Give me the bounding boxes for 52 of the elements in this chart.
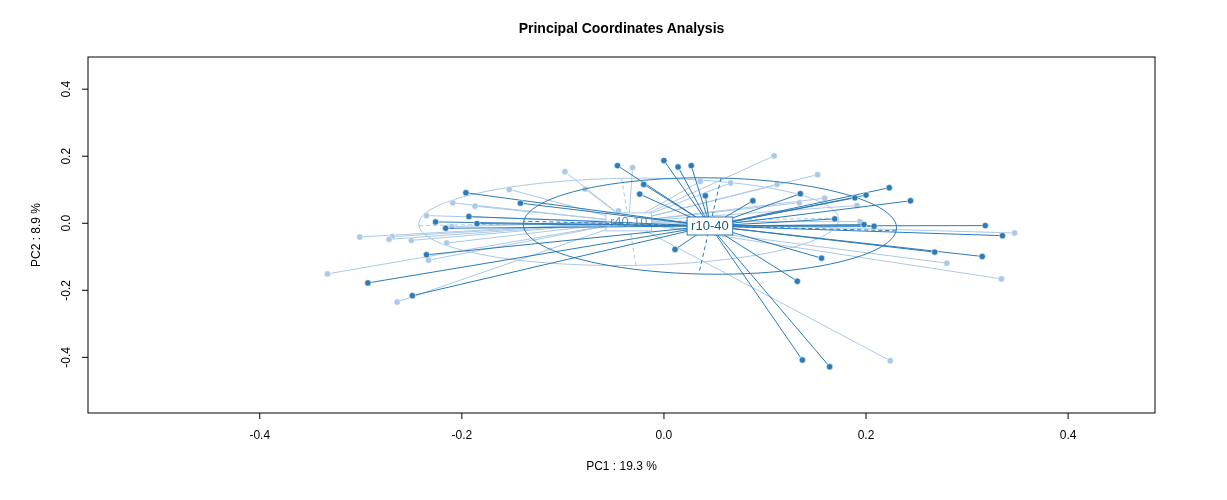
point [613, 162, 621, 170]
x-tick-label: 0.0 [655, 428, 673, 442]
point [696, 177, 704, 185]
point [465, 213, 473, 221]
point [516, 199, 524, 207]
point [862, 191, 870, 199]
point [471, 202, 479, 210]
point [640, 180, 648, 188]
point [831, 215, 839, 223]
point [449, 199, 457, 207]
point [674, 163, 682, 171]
point [821, 194, 829, 202]
point [796, 190, 804, 198]
point [814, 171, 822, 179]
point [886, 357, 894, 365]
point [505, 185, 513, 193]
point [851, 194, 859, 202]
y-tick-label: 0.2 [59, 147, 73, 165]
point [770, 152, 778, 160]
point [701, 192, 709, 200]
y-tick-label: -0.4 [59, 346, 73, 368]
x-tick-label: -0.2 [451, 428, 473, 442]
point [422, 212, 430, 220]
x-axis-title: PC1 : 19.3 % [586, 459, 658, 473]
series-label: r10-40 [691, 218, 729, 234]
series-label: r40-10 [609, 214, 648, 230]
point [826, 363, 834, 371]
point [629, 164, 637, 172]
x-tick-label: -0.4 [249, 428, 271, 442]
point [462, 189, 470, 197]
point [323, 270, 331, 278]
x-tick-label: 0.2 [857, 428, 875, 442]
point [687, 162, 695, 170]
point [885, 184, 893, 192]
point [636, 190, 644, 198]
point [727, 179, 735, 187]
point [408, 292, 416, 300]
point [660, 157, 668, 165]
x-tick-label: 0.4 [1059, 428, 1077, 442]
point [432, 218, 440, 226]
point [795, 199, 803, 207]
point [906, 197, 914, 205]
chart-title: Principal Coordinates Analysis [518, 20, 725, 36]
y-tick-label: -0.2 [59, 279, 73, 301]
point [561, 168, 569, 176]
y-tick-label: 0.4 [59, 80, 73, 98]
y-tick-label: 0.0 [59, 214, 73, 232]
y-axis-title: PC2 : 8.9 % [29, 202, 43, 268]
point [393, 298, 401, 306]
point [749, 197, 757, 205]
point [356, 233, 364, 241]
point [798, 356, 806, 364]
